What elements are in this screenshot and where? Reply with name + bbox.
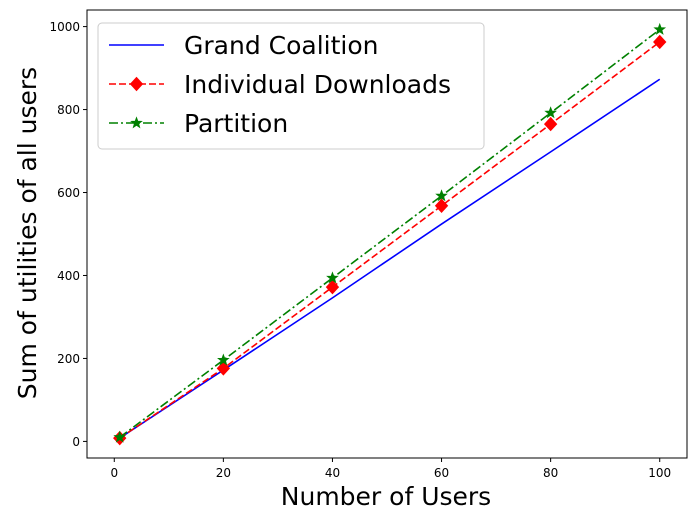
- data-point-partition: [544, 106, 557, 119]
- y-axis-title: Sum of utilities of all users: [13, 67, 42, 399]
- series-line-individual-downloads: [119, 41, 661, 439]
- series-line-grand-coalition: [119, 78, 661, 439]
- data-point-individual-downloads: [543, 116, 558, 132]
- y-tick-label: 0: [72, 435, 80, 449]
- y-tick-label: 1000: [49, 20, 80, 34]
- legend-box: [97, 22, 485, 150]
- y-tick-label: 600: [57, 186, 80, 200]
- x-tick-label: 40: [325, 466, 340, 480]
- x-tick-label: 60: [434, 466, 449, 480]
- data-point-partition: [326, 271, 339, 284]
- legend-marker-partition: [130, 116, 143, 129]
- legend-label-individual-downloads: Individual Downloads: [184, 70, 451, 99]
- data-point-partition: [217, 353, 230, 366]
- y-tick-label: 400: [57, 269, 80, 283]
- y-tick-label: 200: [57, 352, 80, 366]
- data-point-individual-downloads: [434, 198, 449, 214]
- legend: Grand Coalition Individual Downloads Parti…: [97, 22, 485, 150]
- data-point-partition: [653, 22, 667, 35]
- x-tick-label: 20: [216, 466, 231, 480]
- data-point-individual-downloads: [325, 279, 340, 295]
- data-point-partition: [113, 430, 127, 443]
- legend-marker-individual-downloads: [129, 76, 144, 92]
- legend-label-partition: Partition: [184, 109, 288, 138]
- x-tick-label: 100: [648, 466, 671, 480]
- data-point-individual-downloads: [216, 361, 231, 376]
- series-line-partition: [119, 28, 661, 438]
- x-tick-label: 80: [543, 466, 558, 480]
- plot-content: [113, 22, 667, 446]
- x-tick-label: 0: [110, 466, 118, 480]
- legend-label-grand-coalition: Grand Coalition: [184, 31, 378, 60]
- x-axis-title: Number of Users: [281, 482, 491, 511]
- plot-frame: [86, 9, 688, 459]
- data-point-partition: [435, 189, 448, 202]
- y-tick-label: 800: [57, 103, 80, 117]
- data-point-individual-downloads: [653, 34, 667, 50]
